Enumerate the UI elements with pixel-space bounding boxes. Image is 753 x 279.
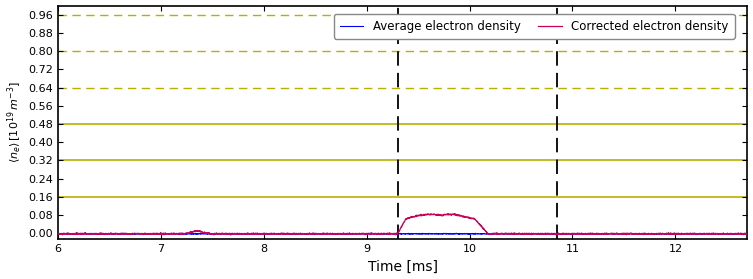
Average electron density	[730, 232, 739, 235]
Corrected electron density	[743, 232, 752, 235]
Average electron density	[132, 232, 141, 236]
Average electron density	[318, 232, 327, 236]
Average electron density	[296, 231, 305, 235]
Corrected electron density	[226, 234, 235, 237]
Corrected electron density	[450, 212, 459, 215]
Corrected electron density	[656, 232, 665, 236]
Average electron density	[517, 233, 526, 236]
X-axis label: Time [ms]: Time [ms]	[367, 259, 437, 273]
Corrected electron density	[132, 232, 141, 235]
Line: Corrected electron density: Corrected electron density	[58, 214, 748, 235]
Average electron density	[348, 232, 357, 235]
Line: Average electron density: Average electron density	[58, 233, 748, 234]
Corrected electron density	[53, 232, 62, 235]
Average electron density	[53, 232, 62, 235]
Legend: Average electron density, Corrected electron density: Average electron density, Corrected elec…	[334, 14, 735, 39]
Corrected electron density	[318, 232, 327, 235]
Corrected electron density	[348, 232, 357, 235]
Average electron density	[743, 232, 752, 235]
Y-axis label: $\langle n_e \rangle\, [10^{19}\,m^{-3}]$: $\langle n_e \rangle\, [10^{19}\,m^{-3}]…	[5, 81, 24, 163]
Average electron density	[656, 232, 665, 235]
Corrected electron density	[730, 232, 739, 236]
Average electron density	[173, 232, 182, 235]
Corrected electron density	[173, 232, 182, 235]
